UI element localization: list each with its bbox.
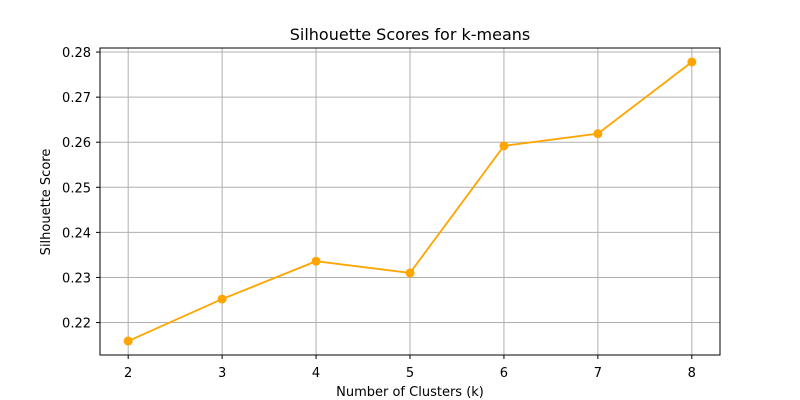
y-tick-label: 0.24 <box>62 226 91 241</box>
y-tick-label: 0.23 <box>62 271 91 286</box>
x-axis: 2 3 4 5 6 7 8 <box>124 355 696 381</box>
y-tick-label: 0.27 <box>62 91 91 106</box>
data-point <box>593 129 603 139</box>
data-point <box>217 294 227 304</box>
y-tick-label: 0.26 <box>62 136 91 151</box>
data-point <box>499 141 509 151</box>
y-tick-label: 0.25 <box>62 181 91 196</box>
x-tick-label: 5 <box>406 366 414 381</box>
y-axis-label: Silhouette Score <box>39 149 54 256</box>
data-point <box>123 336 133 346</box>
data-point <box>311 256 321 266</box>
y-tick-label: 0.28 <box>62 46 91 61</box>
y-tick-label: 0.22 <box>62 317 91 332</box>
x-axis-label: Number of Clusters (k) <box>336 385 484 400</box>
x-tick-label: 8 <box>688 366 696 381</box>
y-axis: 0.22 0.23 0.24 0.25 0.26 0.27 0.28 <box>62 46 100 332</box>
chart-title: Silhouette Scores for k-means <box>290 25 531 44</box>
data-point <box>405 268 415 278</box>
series-points <box>123 57 697 346</box>
data-point <box>687 57 697 67</box>
x-tick-label: 6 <box>500 366 508 381</box>
x-tick-label: 7 <box>594 366 602 381</box>
x-tick-label: 2 <box>124 366 132 381</box>
x-tick-label: 4 <box>312 366 320 381</box>
x-tick-label: 3 <box>218 366 226 381</box>
grid <box>100 48 720 355</box>
